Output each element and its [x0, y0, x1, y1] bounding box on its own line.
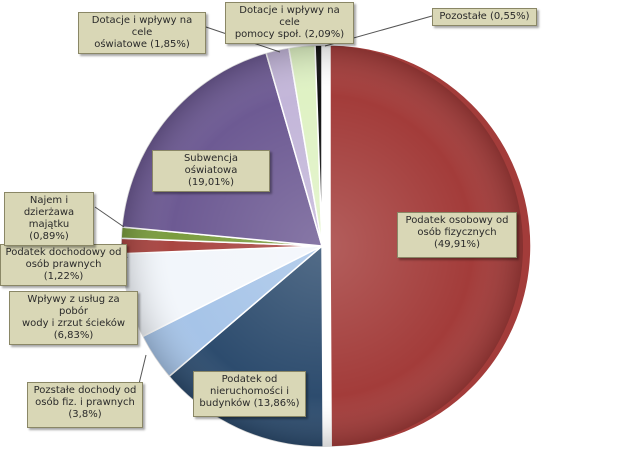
- slice-label: Podatek dochodowy od osób prawnych (1,22…: [0, 244, 127, 286]
- slice-label: Pozstałe dochody od osób fiz. i prawnych…: [27, 382, 143, 428]
- slice-label: Podatek osobowy od osób fizycznych (49,9…: [397, 212, 517, 258]
- leader-line: [94, 206, 125, 228]
- slice-label: Pozostałe (0,55%): [432, 8, 537, 26]
- slice-label: Najem i dzierżawa majątku (0,89%): [4, 192, 94, 246]
- slice-label: Wpływy z usług za pobór wody i zrzut ści…: [9, 291, 138, 345]
- slice-label: Podatek od nieruchomości i budynków (13,…: [193, 371, 306, 417]
- slice-label: Subwencja oświatowa (19,01%): [152, 150, 270, 192]
- slice-label: Dotacje i wpływy na cele oświatowe (1,85…: [78, 12, 206, 54]
- slice-label: Dotacje i wpływy na cele pomocy społ. (2…: [225, 2, 354, 44]
